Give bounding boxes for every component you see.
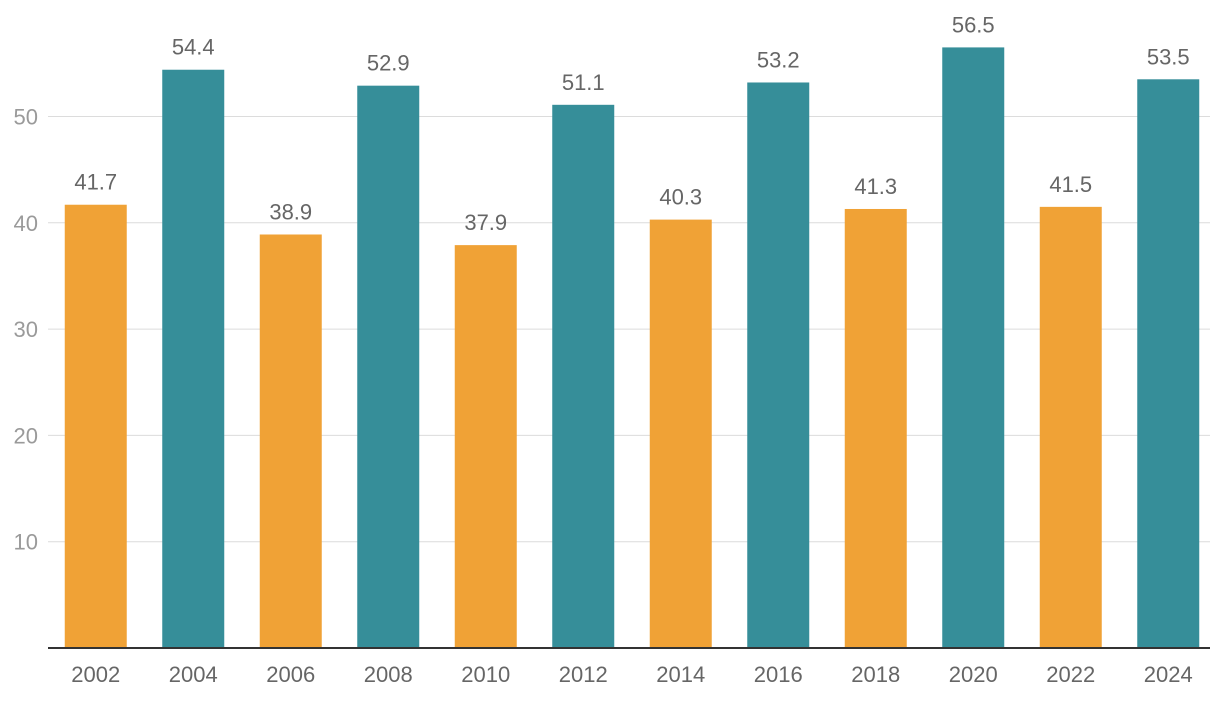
bar-2014: [649, 219, 712, 648]
x-tick-label-2014: 2014: [656, 662, 705, 687]
x-tick-label-2016: 2016: [754, 662, 803, 687]
y-tick-label: 30: [14, 317, 38, 342]
bar-2004: [162, 69, 225, 648]
x-tick-label-2008: 2008: [364, 662, 413, 687]
x-tick-label-2022: 2022: [1046, 662, 1095, 687]
x-tick-label-2020: 2020: [949, 662, 998, 687]
y-tick-label: 40: [14, 211, 38, 236]
data-label-2008: 52.9: [367, 51, 410, 76]
bar-2010: [454, 245, 517, 649]
bar-2002: [64, 204, 127, 648]
data-label-2012: 51.1: [562, 70, 605, 95]
data-label-2006: 38.9: [269, 199, 312, 224]
x-tick-label-2002: 2002: [71, 662, 120, 687]
bar-2006: [259, 234, 322, 649]
bar-2018: [844, 208, 907, 648]
data-label-2020: 56.5: [952, 12, 995, 37]
data-label-2016: 53.2: [757, 47, 800, 72]
bar-2022: [1039, 206, 1102, 649]
x-axis-ticks: 2002 2004 2006 2008 2010 2012 2014 2016 2018 2020…: [71, 662, 1192, 687]
bar-2016: [747, 82, 810, 648]
bar-2012: [552, 104, 615, 648]
data-label-2004: 54.4: [172, 35, 215, 60]
data-label-2022: 41.5: [1049, 172, 1092, 197]
x-tick-label-2024: 2024: [1144, 662, 1193, 687]
data-label-2002: 41.7: [74, 170, 117, 195]
y-tick-label: 50: [14, 105, 38, 130]
x-tick-label-2018: 2018: [851, 662, 900, 687]
gridlines: [48, 116, 1210, 543]
bar-2024: [1137, 79, 1200, 649]
x-tick-label-2006: 2006: [266, 662, 315, 687]
y-axis-ticks: 10 20 30 40 50: [14, 105, 38, 555]
bar-2020: [942, 47, 1005, 648]
data-label-2014: 40.3: [659, 185, 702, 210]
x-tick-label-2010: 2010: [461, 662, 510, 687]
x-tick-label-2004: 2004: [169, 662, 218, 687]
y-tick-label: 10: [14, 530, 38, 555]
bars: [64, 47, 1200, 649]
data-label-2010: 37.9: [464, 210, 507, 235]
data-label-2018: 41.3: [854, 174, 897, 199]
data-label-2024: 53.5: [1147, 44, 1190, 69]
data-labels: 41.7 54.4 38.9 52.9 37.9 51.1 40.3 53.2 41.3 56.5…: [74, 12, 1189, 235]
y-tick-label: 20: [14, 423, 38, 448]
bar-2008: [357, 85, 420, 649]
x-tick-label-2012: 2012: [559, 662, 608, 687]
